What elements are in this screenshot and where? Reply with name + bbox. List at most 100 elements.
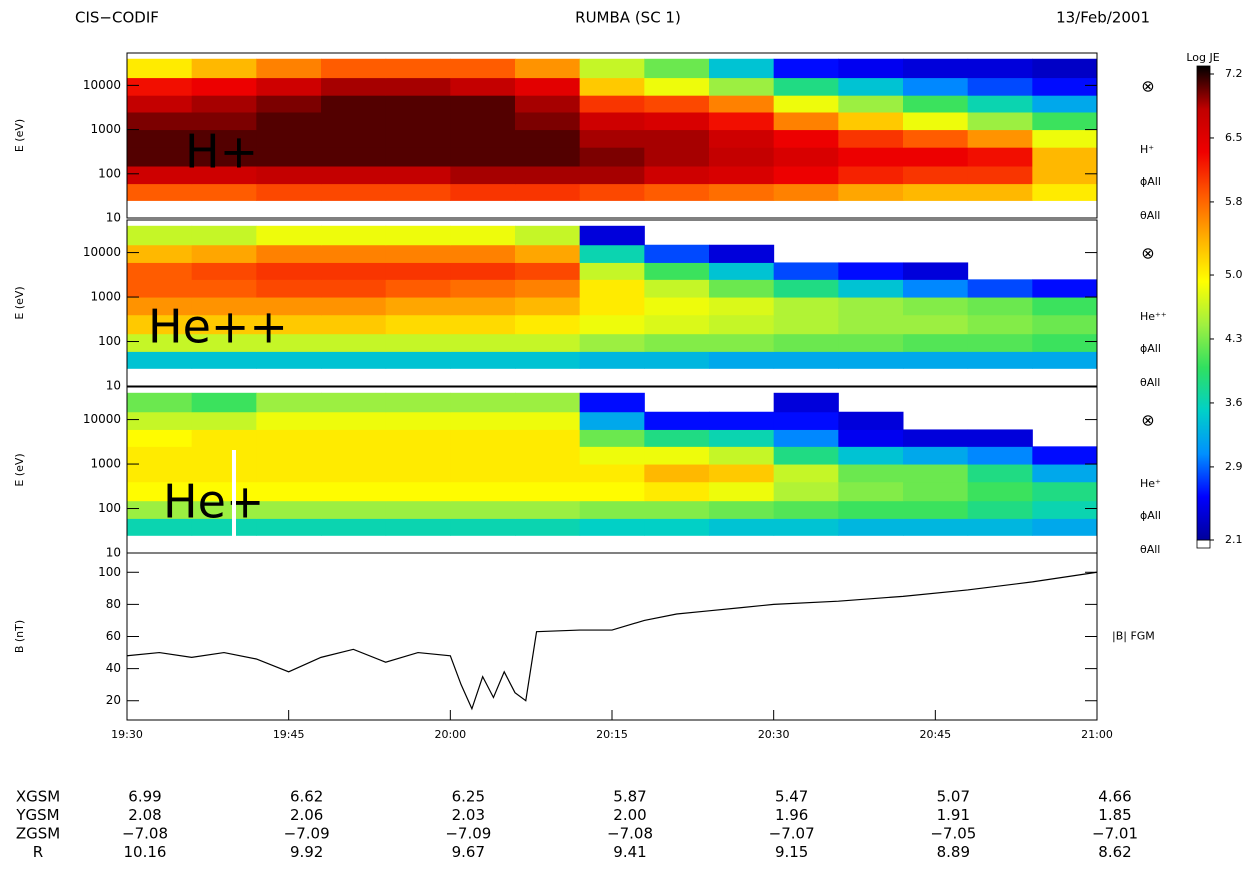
heatmap-cell	[967, 183, 1033, 201]
heatmap-cell	[903, 183, 969, 201]
heatmap-cell	[321, 166, 387, 185]
colorbar	[1196, 65, 1211, 541]
ephemeris-value: −7.05	[930, 825, 976, 843]
ephemeris-label: R	[33, 843, 43, 861]
ephemeris-value: 8.89	[937, 843, 970, 861]
heatmap-cell	[709, 129, 775, 148]
heatmap-cell	[967, 481, 1033, 502]
heatmap-cell	[838, 95, 904, 113]
y-tick-label: 10000	[83, 412, 121, 426]
heatmap-cell	[127, 279, 193, 298]
heatmap-cell	[321, 333, 387, 352]
y-tick-label: 10	[106, 379, 121, 393]
heatmap-cell	[773, 411, 839, 430]
heatmap-cell	[709, 183, 775, 201]
heatmap-cell	[579, 464, 645, 483]
heatmap-cell	[773, 279, 839, 298]
heatmap-cell	[450, 129, 516, 148]
heatmap-cell	[644, 518, 710, 536]
y-tick-label: 100	[98, 334, 121, 348]
heatmap-cell	[191, 225, 257, 246]
y-tick-label: 40	[106, 661, 121, 675]
heatmap-cell	[579, 95, 645, 113]
y-axis-label: E (eV)	[13, 119, 26, 152]
heatmap-cell	[450, 279, 516, 298]
heatmap-cell	[321, 279, 387, 298]
heatmap-cell	[256, 166, 322, 185]
heatmap-cell	[903, 500, 969, 519]
heatmap-cell	[579, 129, 645, 148]
heatmap-cell	[127, 518, 193, 536]
heatmap-cell	[127, 429, 193, 447]
heatmap-cell	[515, 147, 581, 167]
heatmap-cell	[515, 262, 581, 280]
heatmap-cell	[256, 77, 322, 96]
heatmap-cell	[321, 314, 387, 335]
heatmap-cell	[515, 58, 581, 79]
ephemeris-value: 8.62	[1098, 843, 1131, 861]
heatmap-cell	[450, 166, 516, 185]
heatmap-cell	[256, 279, 322, 298]
heatmap-cell	[773, 147, 839, 167]
heatmap-cell	[838, 500, 904, 519]
heatmap-cell	[644, 58, 710, 79]
heatmap-cell	[644, 297, 710, 316]
ephemeris-value: 1.91	[937, 806, 970, 824]
heatmap-cell	[773, 333, 839, 352]
heatmap-cell	[191, 183, 257, 201]
heatmap-cell	[321, 129, 387, 148]
heatmap-cell	[127, 314, 193, 335]
heatmap-cell	[967, 95, 1033, 113]
heatmap-cell	[191, 58, 257, 79]
heatmap-cell	[644, 262, 710, 280]
heatmap-cell	[903, 111, 969, 131]
side-label: ϕAll	[1140, 509, 1161, 522]
heatmap-cell	[903, 147, 969, 167]
y-tick-label: 10000	[83, 78, 121, 92]
heatmap-cell	[709, 279, 775, 298]
heatmap-cell	[515, 446, 581, 465]
heatmap-cell	[256, 429, 322, 447]
heatmap-cell	[838, 314, 904, 335]
heatmap-cell	[256, 351, 322, 369]
heatmap-cell	[450, 58, 516, 79]
heatmap-cell	[709, 333, 775, 352]
heatmap-cell	[321, 392, 387, 413]
heatmap-cell	[515, 297, 581, 316]
heatmap-cell	[515, 500, 581, 519]
heatmap-cell	[579, 244, 645, 263]
heatmap-cell	[191, 518, 257, 536]
ephemeris-label: XGSM	[16, 788, 60, 806]
heatmap-cell	[644, 411, 710, 430]
heatmap-cell	[256, 500, 322, 519]
heatmap-cell	[967, 77, 1033, 96]
panel-frame	[126, 52, 1098, 219]
heatmap-cell	[515, 429, 581, 447]
heatmap-cell	[515, 95, 581, 113]
y-tick-label: 1000	[90, 290, 121, 304]
heatmap-cell	[709, 464, 775, 483]
heatmap-cell	[385, 297, 451, 316]
heatmap-cell	[191, 429, 257, 447]
colorbar-tick-label: 5.0	[1225, 268, 1243, 281]
heatmap-cell	[515, 166, 581, 185]
heatmap-cell	[1032, 183, 1098, 201]
heatmap-cell	[191, 500, 257, 519]
ephemeris-value: 5.47	[775, 788, 808, 806]
ephemeris-value: −7.09	[284, 825, 330, 843]
colorbar-tick-label: 2.9	[1225, 460, 1243, 473]
heatmap-cell	[579, 429, 645, 447]
heatmap-cell	[256, 481, 322, 502]
heatmap-cell	[773, 129, 839, 148]
heatmap-cell	[321, 95, 387, 113]
heatmap-cell	[321, 77, 387, 96]
heatmap-cell	[385, 464, 451, 483]
heatmap-cell	[903, 333, 969, 352]
heatmap-cell	[256, 244, 322, 263]
heatmap-cell	[967, 518, 1033, 536]
heatmap-cell	[515, 244, 581, 263]
heatmap-cell	[450, 297, 516, 316]
x-tick-label: 20:30	[758, 728, 790, 741]
heatmap-cell	[1032, 147, 1098, 167]
panel-frame	[126, 552, 1098, 721]
